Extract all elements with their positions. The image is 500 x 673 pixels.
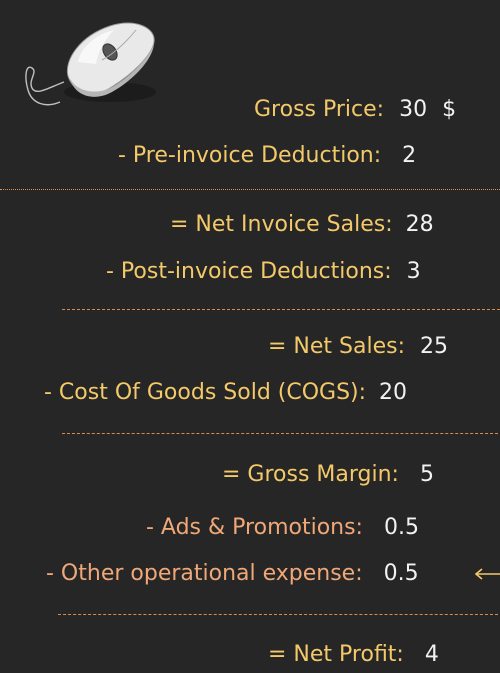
arrow-left-icon	[474, 568, 500, 580]
divider-3	[62, 433, 498, 434]
row-post-invoice: - Post-invoice Deductions: 3	[106, 258, 421, 286]
row-cogs: - Cost Of Goods Sold (COGS): 20	[44, 379, 407, 407]
divider-2	[62, 309, 500, 310]
pre-invoice-value: 2	[402, 143, 417, 168]
net-sales-label: = Net Sales:	[268, 334, 406, 359]
row-pre-invoice: - Pre-invoice Deduction: 2	[118, 142, 416, 170]
cogs-label: - Cost Of Goods Sold (COGS):	[44, 380, 367, 405]
row-ads-promotions: - Ads & Promotions: 0.5	[146, 514, 419, 542]
ads-promotions-label: - Ads & Promotions:	[146, 515, 363, 540]
net-invoice-sales-value: 28	[405, 212, 434, 237]
row-net-invoice-sales: = Net Invoice Sales: 28	[170, 211, 434, 239]
row-gross-price: Gross Price: 30 $	[254, 96, 456, 124]
net-sales-value: 25	[420, 334, 449, 359]
row-gross-margin: = Gross Margin: 5	[222, 461, 434, 489]
gross-margin-value: 5	[419, 462, 434, 487]
net-profit-value: 4	[424, 642, 439, 667]
post-invoice-label: - Post-invoice Deductions:	[106, 259, 392, 284]
pre-invoice-label: - Pre-invoice Deduction:	[118, 143, 382, 168]
row-other-opex: - Other operational expense: 0.5	[46, 560, 419, 588]
other-opex-value: 0.5	[383, 561, 419, 586]
row-net-sales: = Net Sales: 25	[268, 333, 448, 361]
gross-price-label: Gross Price:	[254, 97, 385, 122]
computer-mouse-icon	[25, 22, 156, 106]
other-opex-label: - Other operational expense:	[46, 561, 363, 586]
post-invoice-value: 3	[406, 259, 421, 284]
currency-unit: $	[442, 97, 457, 122]
row-net-profit: = Net Profit: 4	[268, 641, 439, 669]
net-profit-label: = Net Profit:	[268, 642, 404, 667]
divider-4	[58, 614, 498, 615]
net-invoice-sales-label: = Net Invoice Sales:	[170, 212, 393, 237]
divider-1	[0, 189, 500, 190]
gross-margin-label: = Gross Margin:	[222, 462, 399, 487]
cogs-value: 20	[379, 380, 408, 405]
gross-price-value: 30	[399, 97, 428, 122]
ads-promotions-value: 0.5	[383, 515, 419, 540]
